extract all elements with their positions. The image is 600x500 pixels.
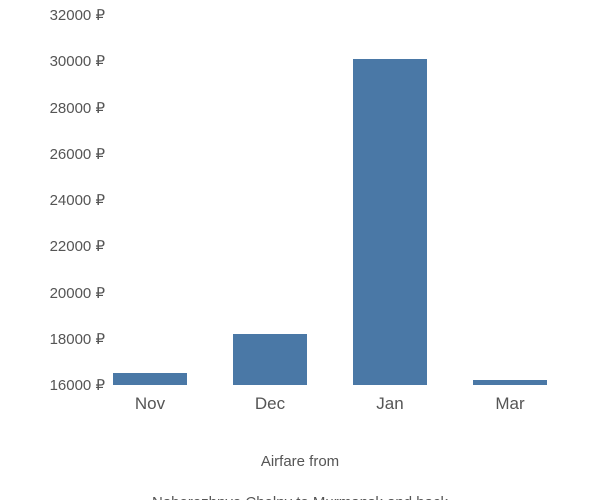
bar xyxy=(473,380,547,385)
caption-line1: Airfare from xyxy=(261,453,339,470)
y-tick-label: 24000 ₽ xyxy=(15,191,105,209)
caption-overlay: Naberezhnye Chelny to Murmansk and back xyxy=(152,493,448,500)
x-axis-label: Mar xyxy=(495,394,524,414)
y-tick-label: 26000 ₽ xyxy=(15,145,105,163)
x-axis-label: Dec xyxy=(255,394,285,414)
y-tick-label: 32000 ₽ xyxy=(15,6,105,24)
airfare-bar-chart: 16000 ₽18000 ₽20000 ₽22000 ₽24000 ₽26000… xyxy=(0,0,600,500)
bar xyxy=(113,373,187,385)
y-tick-label: 28000 ₽ xyxy=(15,99,105,117)
plot-area xyxy=(90,15,570,385)
y-tick-label: 30000 ₽ xyxy=(15,52,105,70)
x-axis-label: Nov xyxy=(135,394,165,414)
x-axis-labels: Nov Dec Jan Mar xyxy=(90,390,570,420)
x-axis-label: Jan xyxy=(376,394,403,414)
bar xyxy=(353,59,427,385)
bar xyxy=(233,334,307,385)
y-tick-label: 20000 ₽ xyxy=(15,284,105,302)
chart-caption: Airfare from according to Eastern and we… xyxy=(0,432,600,500)
y-tick-label: 18000 ₽ xyxy=(15,330,105,348)
y-tick-label: 22000 ₽ xyxy=(15,237,105,255)
